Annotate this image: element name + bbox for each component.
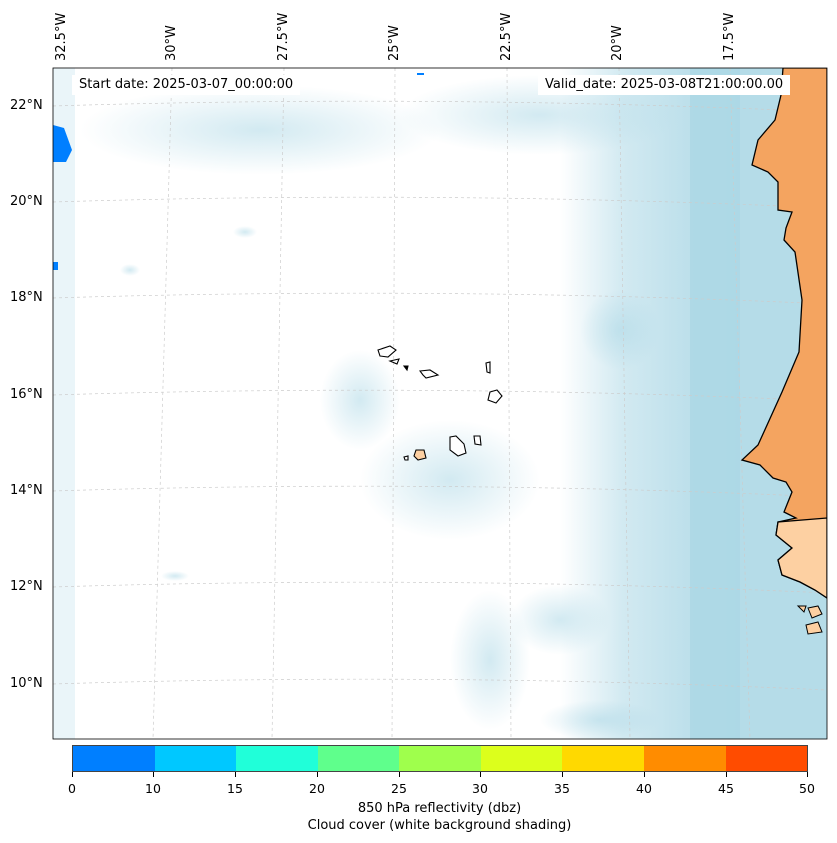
start-date-label: Start date: 2025-03-07_00:00:00 [72, 75, 301, 95]
colorbar-tick-label: 35 [554, 781, 570, 796]
reflectivity-echo [53, 73, 424, 270]
colorbar-sublabel: Cloud cover (white background shading) [307, 818, 572, 833]
colorbar-segment [73, 746, 155, 771]
latitude-label: 22°N [10, 98, 43, 113]
colorbar-segment [236, 746, 318, 771]
colorbar-tick [72, 772, 73, 777]
valid-date-label: Valid_date: 2025-03-08T21:00:00.00 [538, 75, 791, 95]
colorbar-tick-label: 0 [68, 781, 76, 796]
colorbar-tick-label: 50 [799, 781, 815, 796]
colorbar-tick [562, 772, 563, 777]
latitude-label: 14°N [10, 483, 43, 498]
colorbar-tick-label: 10 [145, 781, 161, 796]
longitude-label: 25°W [387, 25, 402, 61]
longitude-label: 20°W [610, 25, 625, 61]
colorbar-tick [644, 772, 645, 777]
longitude-label: 30°W [164, 25, 179, 61]
colorbar-tick-label: 15 [227, 781, 243, 796]
bijagos-islands [796, 605, 823, 635]
colorbar-tick [399, 772, 400, 777]
colorbar-segment [562, 746, 644, 771]
colorbar-tick-label: 30 [472, 781, 488, 796]
longitude-label: 22.5°W [499, 12, 514, 61]
latitude-label: 20°N [10, 194, 43, 209]
longitude-label: 17.5°W [722, 12, 737, 61]
colorbar-segment [643, 746, 726, 771]
colorbar-tick [317, 772, 318, 777]
colorbar-tick [807, 772, 808, 777]
colorbar-segment [480, 746, 563, 771]
longitude-label: 27.5°W [276, 12, 291, 61]
colorbar-tick-label: 45 [718, 781, 734, 796]
cloud-cover-shading [53, 68, 827, 739]
colorbar [72, 745, 808, 772]
latitude-label: 16°N [10, 387, 43, 402]
colorbar-tick-label: 25 [391, 781, 407, 796]
cape-verde-islands [377, 345, 503, 461]
colorbar-tick [153, 772, 154, 777]
colorbar-segment [317, 746, 400, 771]
latitude-label: 12°N [10, 579, 43, 594]
latitude-label: 10°N [10, 676, 43, 691]
colorbar-tick [726, 772, 727, 777]
colorbar-segment [154, 746, 237, 771]
colorbar-tick-label: 40 [636, 781, 652, 796]
guinea-bissau-coast [775, 517, 827, 599]
colorbar-tick-label: 20 [309, 781, 325, 796]
colorbar-tick [235, 772, 236, 777]
graticule [53, 68, 827, 739]
colorbar-segment [725, 746, 808, 771]
colorbar-label: 850 hPa reflectivity (dbz) [357, 801, 522, 816]
longitude-label: 32.5°W [54, 12, 69, 61]
colorbar-tick [480, 772, 481, 777]
map-frame [52, 67, 828, 740]
colorbar-segment [399, 746, 481, 771]
latitude-label: 18°N [10, 290, 43, 305]
